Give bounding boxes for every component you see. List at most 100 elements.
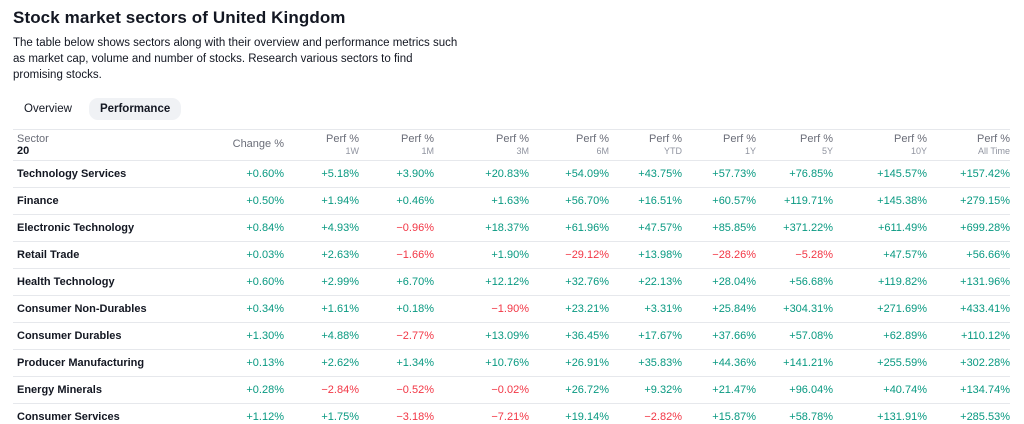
perf-value: +32.76% xyxy=(529,268,609,296)
perf-value: +0.13% xyxy=(218,349,284,377)
perf-value: +1.94% xyxy=(284,187,359,215)
perf-value: +285.53% xyxy=(927,403,1010,424)
perf-value: +6.70% xyxy=(359,268,434,296)
view-tabs: Overview Performance xyxy=(13,98,1010,129)
column-header-ytd[interactable]: Perf % YTD xyxy=(609,130,682,161)
perf-value: +4.88% xyxy=(284,322,359,350)
perf-value: +1.61% xyxy=(284,295,359,323)
sector-link[interactable]: Consumer Durables xyxy=(13,322,218,350)
perf-value: +47.57% xyxy=(609,214,682,242)
column-header-6m[interactable]: Perf % 6M xyxy=(529,130,609,161)
perf-value: +2.99% xyxy=(284,268,359,296)
perf-value: +47.57% xyxy=(833,241,927,269)
column-sublabel: 1Y xyxy=(744,146,756,157)
column-label: Perf % xyxy=(648,133,682,146)
sectors-table: Sector 20 Change % Perf % 1W Perf % 1M Perf %… xyxy=(13,130,1010,424)
perf-value: +1.63% xyxy=(434,187,529,215)
column-header-1m[interactable]: Perf % 1M xyxy=(359,130,434,161)
sector-link[interactable]: Health Technology xyxy=(13,268,218,296)
column-header-1w[interactable]: Perf % 1W xyxy=(284,130,359,161)
sector-header-label: Sector xyxy=(17,133,49,146)
perf-value: +611.49% xyxy=(833,214,927,242)
perf-value: −3.18% xyxy=(359,403,434,424)
perf-value: +23.21% xyxy=(529,295,609,323)
table-row: Electronic Technology +0.84% +4.93% −0.96% +… xyxy=(13,214,1010,242)
perf-value: +25.84% xyxy=(682,295,756,323)
column-header-all-time[interactable]: Perf % All Time xyxy=(927,130,1010,161)
table-row: Technology Services +0.60% +5.18% +3.90% +20… xyxy=(13,160,1010,188)
perf-value: +57.73% xyxy=(682,160,756,188)
column-header-5y[interactable]: Perf % 5Y xyxy=(756,130,833,161)
column-header-change[interactable]: Change % xyxy=(218,130,284,161)
tab-performance[interactable]: Performance xyxy=(88,98,182,120)
perf-value: +0.50% xyxy=(218,187,284,215)
perf-value: +0.18% xyxy=(359,295,434,323)
sector-link[interactable]: Consumer Non-Durables xyxy=(13,295,218,323)
column-header-1y[interactable]: Perf % 1Y xyxy=(682,130,756,161)
perf-value: −28.26% xyxy=(682,241,756,269)
table-row: Energy Minerals +0.28% −2.84% −0.52% −0.02% +… xyxy=(13,376,1010,404)
perf-value: −2.77% xyxy=(359,322,434,350)
table-body: Technology Services +0.60% +5.18% +3.90% +20… xyxy=(13,160,1010,424)
perf-value: +304.31% xyxy=(756,295,833,323)
column-sublabel: 3M xyxy=(516,146,529,157)
perf-value: +433.41% xyxy=(927,295,1010,323)
column-header-3m[interactable]: Perf % 3M xyxy=(434,130,529,161)
perf-value: +40.74% xyxy=(833,376,927,404)
column-label: Perf % xyxy=(799,133,833,146)
sector-link[interactable]: Technology Services xyxy=(13,160,218,188)
column-header-sector[interactable]: Sector 20 xyxy=(13,130,218,161)
sector-link[interactable]: Retail Trade xyxy=(13,241,218,269)
tab-overview[interactable]: Overview xyxy=(13,98,83,120)
perf-value: +271.69% xyxy=(833,295,927,323)
perf-value: +145.38% xyxy=(833,187,927,215)
perf-value: +119.71% xyxy=(756,187,833,215)
column-sublabel: 1M xyxy=(421,146,434,157)
perf-value: +58.78% xyxy=(756,403,833,424)
perf-value: +134.74% xyxy=(927,376,1010,404)
perf-value: +10.76% xyxy=(434,349,529,377)
table-row: Consumer Services +1.12% +1.75% −3.18% −7.21… xyxy=(13,403,1010,424)
perf-value: +22.13% xyxy=(609,268,682,296)
perf-value: −29.12% xyxy=(529,241,609,269)
column-label: Perf % xyxy=(722,133,756,146)
sector-link[interactable]: Producer Manufacturing xyxy=(13,349,218,377)
perf-value: +35.83% xyxy=(609,349,682,377)
perf-value: +0.46% xyxy=(359,187,434,215)
perf-value: −1.90% xyxy=(434,295,529,323)
column-label: Perf % xyxy=(893,133,927,146)
sector-link[interactable]: Finance xyxy=(13,187,218,215)
column-header-10y[interactable]: Perf % 10Y xyxy=(833,130,927,161)
sector-link[interactable]: Energy Minerals xyxy=(13,376,218,404)
perf-value: +60.57% xyxy=(682,187,756,215)
sector-link[interactable]: Electronic Technology xyxy=(13,214,218,242)
perf-value: +3.31% xyxy=(609,295,682,323)
column-label: Change % xyxy=(232,138,284,151)
column-label: Perf % xyxy=(325,133,359,146)
perf-value: +131.91% xyxy=(833,403,927,424)
perf-value: −7.21% xyxy=(434,403,529,424)
perf-value: −0.02% xyxy=(434,376,529,404)
column-sublabel: 5Y xyxy=(821,146,833,157)
perf-value: +302.28% xyxy=(927,349,1010,377)
perf-value: +5.18% xyxy=(284,160,359,188)
sector-link[interactable]: Consumer Services xyxy=(13,403,218,424)
table-header-row: Sector 20 Change % Perf % 1W Perf % 1M Perf %… xyxy=(13,130,1010,161)
perf-value: +699.28% xyxy=(927,214,1010,242)
perf-value: +62.89% xyxy=(833,322,927,350)
column-label: Perf % xyxy=(976,133,1010,146)
perf-value: −0.52% xyxy=(359,376,434,404)
sectors-table-container: Sector 20 Change % Perf % 1W Perf % 1M Perf %… xyxy=(13,129,1010,424)
perf-value: +2.63% xyxy=(284,241,359,269)
perf-value: −2.84% xyxy=(284,376,359,404)
perf-value: +56.68% xyxy=(756,268,833,296)
perf-value: +0.34% xyxy=(218,295,284,323)
perf-value: +0.03% xyxy=(218,241,284,269)
perf-value: −0.96% xyxy=(359,214,434,242)
perf-value: +15.87% xyxy=(682,403,756,424)
perf-value: +13.09% xyxy=(434,322,529,350)
perf-value: +1.90% xyxy=(434,241,529,269)
column-sublabel: YTD xyxy=(664,146,682,157)
perf-value: +1.12% xyxy=(218,403,284,424)
